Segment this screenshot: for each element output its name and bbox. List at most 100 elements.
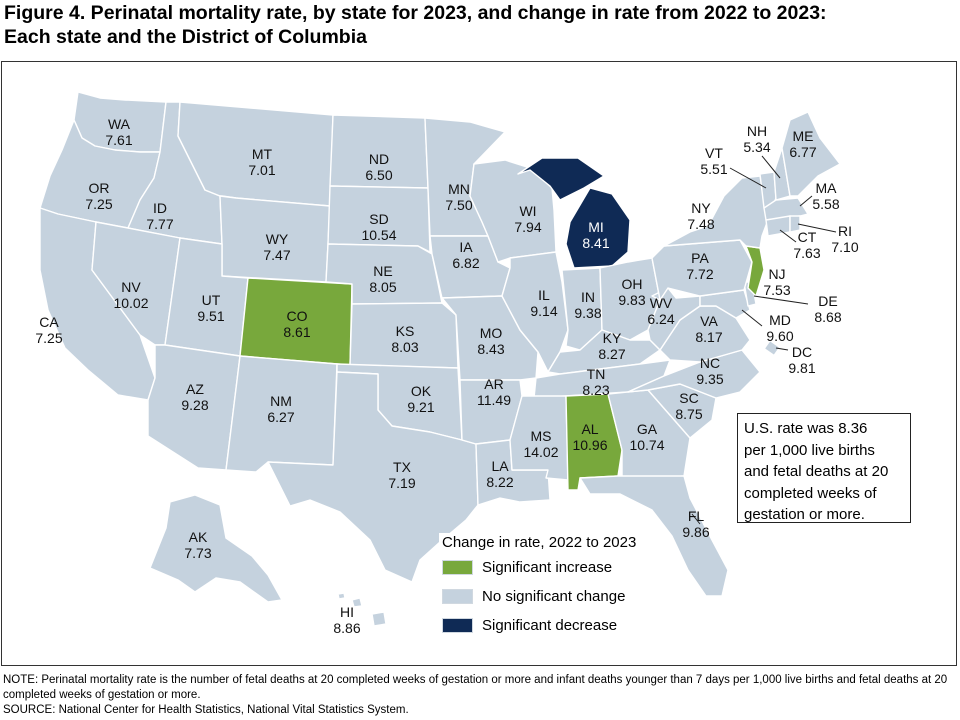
state-abbr-label-NE: NE: [373, 263, 392, 279]
state-rate-label-TX: 7.19: [388, 475, 415, 491]
state-abbr-label-MS: MS: [531, 428, 552, 444]
state-abbr-label-NM: NM: [270, 393, 292, 409]
state-ME: [781, 111, 841, 197]
state-rate-label-MO: 8.43: [477, 341, 504, 357]
state-abbr-label-KY: KY: [603, 330, 622, 346]
state-rate-label-NY: 7.48: [687, 216, 714, 232]
state-rate-label-IN: 9.38: [574, 305, 601, 321]
state-rate-label-AZ: 9.28: [181, 397, 208, 413]
state-rate-label-NH: 5.34: [743, 139, 770, 155]
state-CT: [765, 215, 791, 237]
state-rate-label-DE: 8.68: [814, 309, 841, 325]
map-legend: Change in rate, 2022 to 2023 Significant…: [439, 533, 659, 640]
state-rate-label-VA: 8.17: [695, 329, 722, 345]
leader-lines: [691, 155, 837, 525]
state-abbr-label-ME: ME: [793, 128, 814, 144]
state-rate-label-FL: 9.86: [682, 524, 709, 540]
state-rate-label-AL: 10.96: [572, 437, 607, 453]
state-rate-label-HI: 8.86: [333, 620, 360, 636]
us-rate-line-5: gestation or more.: [744, 506, 865, 523]
state-rate-label-NJ: 7.53: [763, 282, 790, 298]
legend-label-increase: Significant increase: [482, 559, 613, 576]
state-rate-label-TN: 8.23: [582, 382, 609, 398]
leader-VT: [729, 167, 767, 189]
state-abbr-label-TN: TN: [587, 366, 606, 382]
state-rate-label-WY: 7.47: [263, 247, 290, 263]
state-rate-label-GA: 10.74: [629, 437, 664, 453]
state-rate-label-MI: 8.41: [582, 235, 609, 251]
state-abbr-label-MI: MI: [588, 219, 604, 235]
state-abbr-label-DC: DC: [792, 344, 812, 360]
leader-CT: [779, 229, 797, 243]
state-abbr-label-MT: MT: [252, 146, 273, 162]
state-rate-label-OK: 9.21: [407, 399, 434, 415]
state-rate-label-NV: 10.02: [113, 295, 148, 311]
state-HI-1: [371, 611, 387, 627]
state-rate-label-MA: 5.58: [812, 196, 839, 212]
us-rate-line-3: and fetal deaths at 20: [744, 463, 889, 480]
legend-item-no-change: No significant change: [439, 582, 659, 611]
leader-MA: [799, 195, 813, 207]
state-rate-label-MD: 9.60: [766, 328, 793, 344]
state-HI-2: [351, 597, 363, 608]
state-rate-label-MS: 14.02: [523, 444, 558, 460]
state-AK: [149, 494, 283, 603]
state-rate-label-IL: 9.14: [530, 303, 557, 319]
state-abbr-label-MN: MN: [448, 181, 470, 197]
state-rate-label-AK: 7.73: [184, 545, 211, 561]
legend-label-decrease: Significant decrease: [482, 617, 618, 634]
us-rate-line-1: U.S. rate was 8.36: [744, 420, 868, 437]
us-rate-line-2: per 1,000 live births: [744, 441, 875, 459]
state-rate-label-KY: 8.27: [598, 346, 625, 362]
state-abbr-label-IL: IL: [538, 287, 550, 303]
footnote: NOTE: Perinatal mortality rate is the nu…: [3, 673, 953, 718]
state-rate-label-NM: 6.27: [267, 409, 294, 425]
state-abbr-label-ID: ID: [153, 200, 167, 216]
state-abbr-label-NH: NH: [747, 123, 767, 139]
leader-NH: [761, 155, 781, 179]
figure-title-line-1: Figure 4. Perinatal mortality rate, by s…: [4, 2, 827, 24]
state-TX: [267, 371, 479, 583]
state-rate-label-LA: 8.22: [486, 474, 513, 490]
state-abbr-label-WI: WI: [519, 203, 536, 219]
state-rate-label-MT: 7.01: [248, 162, 275, 178]
state-rate-label-IA: 6.82: [452, 255, 479, 271]
footnote-note: NOTE: Perinatal mortality rate is the nu…: [3, 674, 948, 701]
state-rate-label-OR: 7.25: [85, 196, 112, 212]
state-rate-label-KS: 8.03: [391, 339, 418, 355]
state-abbr-label-SC: SC: [679, 390, 698, 406]
state-FL: [579, 475, 729, 597]
state-rate-label-WI: 7.94: [514, 219, 541, 235]
legend-swatch-no-change: [442, 589, 473, 604]
figure-title: Figure 4. Perinatal mortality rate, by s…: [4, 1, 954, 49]
state-abbr-label-CT: CT: [798, 229, 817, 245]
state-abbr-label-WY: WY: [266, 231, 289, 247]
figure-title-line-2: Each state and the District of Columbia: [4, 26, 367, 48]
state-rate-label-SC: 8.75: [675, 406, 702, 422]
us-rate-line-4: completed weeks of: [744, 484, 877, 502]
state-abbr-label-LA: LA: [491, 458, 509, 474]
legend-swatch-decrease: [442, 618, 473, 633]
state-MI-upper: [517, 157, 605, 201]
state-rate-label-WA: 7.61: [105, 132, 132, 148]
state-rate-label-UT: 9.51: [197, 308, 224, 324]
state-abbr-label-MA: MA: [816, 180, 838, 196]
leader-MD: [741, 309, 763, 327]
state-DC: [763, 339, 781, 357]
state-rate-label-AR: 11.49: [477, 392, 511, 408]
state-rate-label-NE: 8.05: [369, 279, 396, 295]
state-abbr-label-AR: AR: [484, 376, 503, 392]
state-rate-label-NC: 9.35: [696, 371, 723, 387]
state-abbr-label-GA: GA: [637, 421, 658, 437]
us-rate-box: U.S. rate was 8.36 per 1,000 live births…: [737, 413, 911, 523]
state-abbr-label-KS: KS: [396, 323, 415, 339]
state-abbr-label-HI: HI: [340, 604, 354, 620]
state-abbr-label-MO: MO: [480, 325, 503, 341]
state-rate-label-CT: 7.63: [793, 245, 820, 261]
state-abbr-label-CA: CA: [39, 314, 59, 330]
state-abbr-label-MD: MD: [769, 312, 791, 328]
state-rate-label-RI: 7.10: [831, 239, 858, 255]
state-NY: [663, 175, 769, 249]
state-abbr-label-WV: WV: [650, 295, 673, 311]
